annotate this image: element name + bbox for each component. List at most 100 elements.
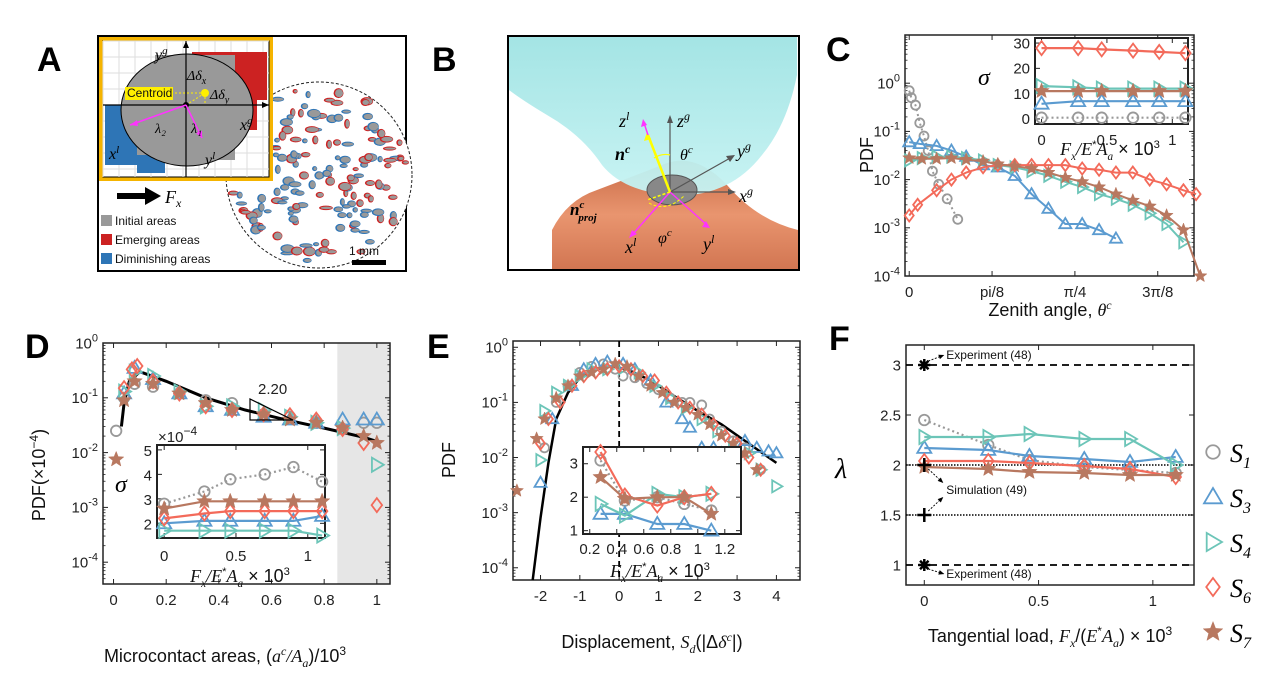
x-tick-label: 3 — [733, 588, 741, 605]
contact-patch — [241, 210, 251, 214]
centroid-label-bg — [125, 87, 173, 100]
annotation-simulation: Simulation (49) — [946, 483, 1027, 497]
data-point — [1074, 216, 1090, 230]
contact-patch — [289, 216, 298, 222]
y-tick-label: 3 — [893, 357, 901, 374]
data-point — [648, 372, 661, 388]
y-tick-label: 10-3 — [874, 217, 900, 237]
data-point — [171, 384, 188, 401]
contact-patch — [376, 180, 382, 189]
data-point — [196, 492, 213, 509]
x-tick-label: 0.4 — [606, 541, 627, 558]
contact-patch — [280, 131, 286, 140]
x-tick-label: 0.5 — [1028, 593, 1049, 610]
data-point — [616, 490, 634, 506]
plot-frame — [156, 444, 326, 539]
contact-patch — [354, 174, 364, 178]
data-point — [355, 427, 372, 444]
contact-patches — [227, 88, 410, 263]
x-tick-label: 1 — [654, 588, 662, 605]
x-tick-label: 0.6 — [261, 592, 282, 609]
contact-patch — [304, 258, 312, 262]
data-point — [1024, 160, 1039, 175]
plus-marker — [917, 458, 932, 472]
data-point — [1009, 157, 1021, 173]
axis-label: Zenith angle, θc — [988, 298, 1112, 320]
panel-label-b: B — [432, 41, 457, 79]
data-point — [223, 502, 237, 520]
y-tick-label: 5 — [144, 443, 152, 460]
data-point — [912, 197, 924, 213]
legend-label: S1 — [1230, 439, 1251, 472]
data-point — [1069, 82, 1087, 99]
contact-patch — [378, 129, 385, 138]
main-axes: -2 -1 0 1 2 3 4 10-4 10-3 10-2 10-1 100 — [482, 337, 801, 605]
contact-patch — [317, 192, 324, 197]
plus-marker — [917, 508, 932, 522]
series-line — [924, 432, 1177, 466]
data-point — [1160, 176, 1173, 192]
contact-patch — [335, 89, 343, 98]
data-point — [975, 153, 991, 168]
data-point — [990, 156, 1006, 171]
data-point — [198, 522, 214, 540]
legend-label: S3 — [1230, 484, 1251, 517]
x-tick-label: 0.4 — [208, 592, 229, 609]
contact-patch — [397, 140, 402, 145]
contact-patch — [368, 122, 379, 131]
contact-patch — [282, 126, 293, 134]
data-point — [1108, 186, 1124, 201]
x-tick-label: 0.2 — [156, 592, 177, 609]
x-tick-label: 1 — [1149, 593, 1157, 610]
legend-item-s3: S3 — [1202, 484, 1251, 517]
data-point — [316, 526, 331, 545]
inset-multiplier: ×10−4 — [158, 424, 197, 446]
data-point — [1058, 170, 1073, 184]
force-arrow: Fx — [117, 187, 182, 210]
contact-patch — [281, 245, 294, 252]
data-point — [1190, 186, 1202, 202]
data-point — [334, 419, 351, 436]
contact-patch — [237, 202, 247, 205]
contact-patch — [398, 156, 404, 160]
data-point — [1169, 456, 1185, 474]
data-point — [903, 207, 915, 223]
centroid-inset: Centroid yg xg xl yl λ₂ λ₁ Δδx Δδy — [99, 37, 273, 181]
contact-patch — [293, 161, 299, 167]
data-point — [910, 99, 921, 111]
x-tick-label: 0.8 — [660, 541, 681, 558]
legend-marker — [1205, 444, 1221, 460]
chart-e: -2 -1 0 1 2 3 4 10-4 10-3 10-2 10-1 100 PDF Displacem… — [439, 337, 801, 656]
data-point — [771, 478, 785, 494]
series-line — [164, 514, 323, 525]
data-point — [619, 358, 635, 373]
data-point — [1040, 200, 1057, 214]
series-line — [600, 512, 712, 532]
legend-marker — [1205, 531, 1224, 553]
contact-patch — [289, 182, 301, 187]
contact-patch — [357, 249, 365, 254]
data-point — [594, 495, 610, 513]
data-point — [1091, 179, 1107, 194]
svg-text:yg: yg — [735, 139, 751, 161]
x-tick-label: 2 — [694, 588, 702, 605]
contact-patch — [336, 156, 340, 160]
data-point — [675, 515, 693, 530]
contact-patch — [278, 201, 287, 204]
x-tick-label: 3π/8 — [1142, 284, 1173, 301]
plot-background — [583, 447, 741, 534]
inset-y-label: σ — [978, 65, 991, 91]
panel-b: zl zg yg xg xl yl nc θc nc proj φc — [507, 35, 800, 271]
data-point — [549, 390, 564, 405]
panel-a-legend: Initial areas Emerging areas Diminishing… — [101, 214, 210, 266]
axis-label: Tangential load, Fx/(E*Aa) × 103 — [928, 624, 1173, 650]
annotation-experiment-upper: Experiment (48) — [946, 348, 1031, 362]
axis-label: PDF — [857, 137, 877, 173]
series-s7 — [592, 468, 720, 521]
contact-patch — [315, 172, 323, 179]
series-s7 — [1033, 82, 1194, 99]
data-point — [144, 375, 162, 391]
panel-label-e: E — [427, 328, 450, 366]
data-point — [368, 410, 386, 426]
data-point — [737, 433, 753, 447]
